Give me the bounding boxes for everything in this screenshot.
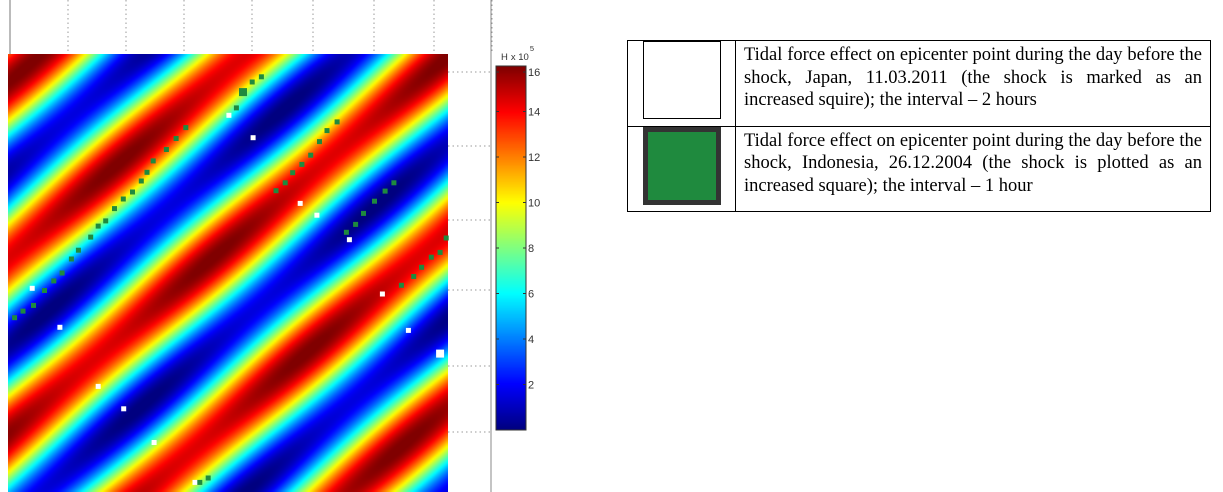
- japan-marker: [250, 135, 256, 141]
- japan-marker: [95, 383, 101, 389]
- indonesia-marker: [31, 302, 36, 308]
- indonesia-marker: [95, 223, 101, 229]
- indonesia-marker: [249, 79, 255, 85]
- indonesia-marker: [419, 264, 425, 270]
- indonesia-marker: [239, 88, 247, 97]
- indonesia-marker: [317, 139, 322, 145]
- indonesia-marker: [391, 180, 397, 186]
- colorbar-label-letter: H: [501, 52, 508, 63]
- colorbar-label-exponent: 5: [530, 44, 534, 53]
- indonesia-marker: [233, 105, 239, 111]
- legend-symbol-cell: [627, 40, 736, 127]
- indonesia-marker: [144, 169, 150, 175]
- indonesia-marker: [68, 256, 74, 262]
- indonesia-marker: [130, 189, 135, 195]
- tidal-force-heatmap: [8, 54, 448, 492]
- indonesia-marker: [334, 119, 340, 125]
- colorbar-tick-label: 8: [528, 243, 534, 255]
- green-square-symbol: [642, 126, 721, 205]
- indonesia-marker: [42, 288, 47, 293]
- indonesia-marker: [398, 282, 404, 288]
- indonesia-marker: [88, 234, 94, 240]
- indonesia-marker: [372, 198, 377, 204]
- white-square-symbol: [642, 41, 721, 119]
- indonesia-marker: [163, 147, 169, 152]
- colorbar: [496, 66, 526, 430]
- colorbar-tick-label: 2: [528, 380, 534, 392]
- indonesia-marker: [361, 210, 366, 216]
- indonesia-marker: [173, 136, 179, 141]
- indonesia-marker: [437, 249, 443, 255]
- japan-marker: [226, 112, 232, 118]
- indonesia-marker: [103, 218, 109, 224]
- indonesia-marker: [20, 308, 26, 314]
- colorbar-tick-label: 10: [528, 198, 540, 210]
- indonesia-marker: [411, 274, 417, 279]
- japan-marker: [151, 440, 157, 445]
- japan-marker: [314, 212, 320, 218]
- indonesia-marker: [120, 196, 126, 202]
- japan-marker: [57, 324, 63, 330]
- indonesia-marker: [197, 479, 203, 485]
- colorbar-label-multiplier: x 10: [511, 52, 529, 63]
- indonesia-marker: [290, 170, 296, 176]
- colorbar-ticks: 2 4 6 8 10 12 14 16: [496, 67, 540, 392]
- colorbar-tick-label: 14: [528, 107, 540, 119]
- japan-marker: [297, 200, 303, 206]
- indonesia-marker: [112, 206, 117, 212]
- indonesia-marker: [343, 229, 349, 235]
- japan-marker: [379, 291, 385, 297]
- legend-table: Tidal force effect on epicenter point du…: [627, 40, 1211, 212]
- indonesia-marker: [382, 188, 388, 194]
- indonesia-marker: [258, 74, 264, 80]
- indonesia-marker: [299, 161, 305, 167]
- indonesia-marker: [150, 158, 156, 164]
- japan-marker: [121, 406, 127, 412]
- japan-marker: [405, 327, 411, 333]
- indonesia-marker: [59, 270, 65, 276]
- indonesia-marker: [282, 180, 288, 186]
- legend-symbol-cell: [627, 125, 736, 212]
- indonesia-marker: [75, 247, 81, 253]
- legend-row-japan: Tidal force effect on epicenter point du…: [627, 40, 1211, 127]
- colorbar-tick-label: 16: [528, 67, 540, 79]
- colorbar-tick-label: 4: [528, 334, 534, 346]
- legend-text-japan: Tidal force effect on epicenter point du…: [735, 40, 1211, 127]
- japan-marker: [436, 349, 445, 358]
- indonesia-marker: [51, 278, 57, 284]
- indonesia-marker: [308, 152, 314, 158]
- japan-marker: [346, 237, 352, 243]
- japan-marker: [192, 479, 198, 485]
- indonesia-marker: [205, 475, 211, 481]
- colorbar-tick-label: 6: [528, 289, 534, 301]
- epicenter-markers: [12, 74, 449, 485]
- indonesia-marker: [183, 125, 189, 131]
- indonesia-marker: [273, 188, 279, 194]
- legend-text-indonesia: Tidal force effect on epicenter point du…: [735, 125, 1211, 212]
- indonesia-marker: [138, 178, 144, 184]
- japan-marker: [29, 285, 35, 291]
- colorbar-tick-label: 12: [528, 152, 540, 164]
- indonesia-marker: [324, 128, 330, 134]
- legend-row-indonesia: Tidal force effect on epicenter point du…: [627, 125, 1211, 212]
- indonesia-marker: [12, 315, 18, 321]
- indonesia-marker: [428, 254, 434, 260]
- indonesia-marker: [353, 221, 359, 227]
- indonesia-marker: [443, 235, 449, 241]
